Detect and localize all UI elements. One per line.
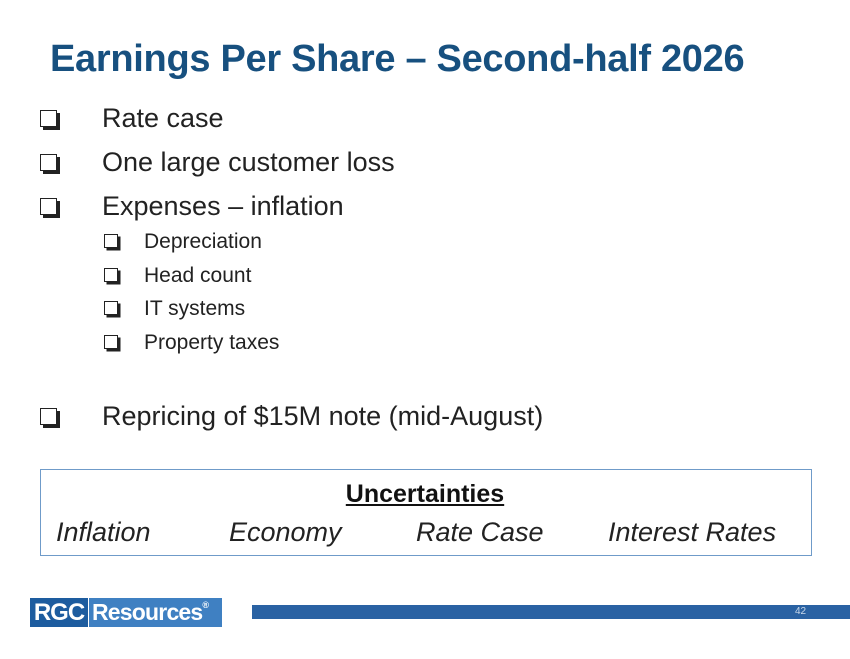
bullet: Expenses – inflation: [102, 191, 344, 221]
checkbox-bullet: [40, 408, 57, 425]
uncertainty: Rate Case: [416, 517, 544, 547]
sub-bullet: Head count: [144, 264, 252, 287]
bullet: Repricing of $15M note (mid-August): [102, 401, 544, 431]
uncertainty: Inflation: [56, 517, 151, 547]
uncertainty: Economy: [229, 517, 342, 547]
checkbox-bullet: [104, 234, 118, 248]
checkbox-bullet: [104, 268, 118, 282]
sub-bullet: Property taxes: [144, 331, 280, 354]
sub-bullet: IT systems: [144, 297, 246, 320]
checkbox-bullet: [104, 335, 118, 349]
bullet: One large customer loss: [102, 147, 395, 177]
footer-bar: [252, 605, 850, 619]
checkbox-bullet: [40, 198, 57, 215]
logo-mark: ®: [202, 600, 209, 610]
page-number: 42: [795, 606, 807, 617]
uncertainty: Interest Rates: [608, 517, 777, 547]
sub-bullet: Depreciation: [144, 230, 262, 253]
logo-text: Resources: [92, 599, 203, 625]
checkbox-bullet: [40, 110, 57, 127]
bullet: Rate case: [102, 103, 224, 133]
logo-left: RGC: [30, 598, 88, 627]
box-title: Uncertainties: [345, 480, 505, 508]
checkbox-bullet: [40, 154, 57, 171]
checkbox-bullet: [104, 301, 118, 315]
slide-title: Earnings Per Share – Second-half 2026: [50, 38, 745, 80]
logo-right: Resources®: [89, 598, 222, 627]
uncertainties-box: [40, 469, 812, 556]
